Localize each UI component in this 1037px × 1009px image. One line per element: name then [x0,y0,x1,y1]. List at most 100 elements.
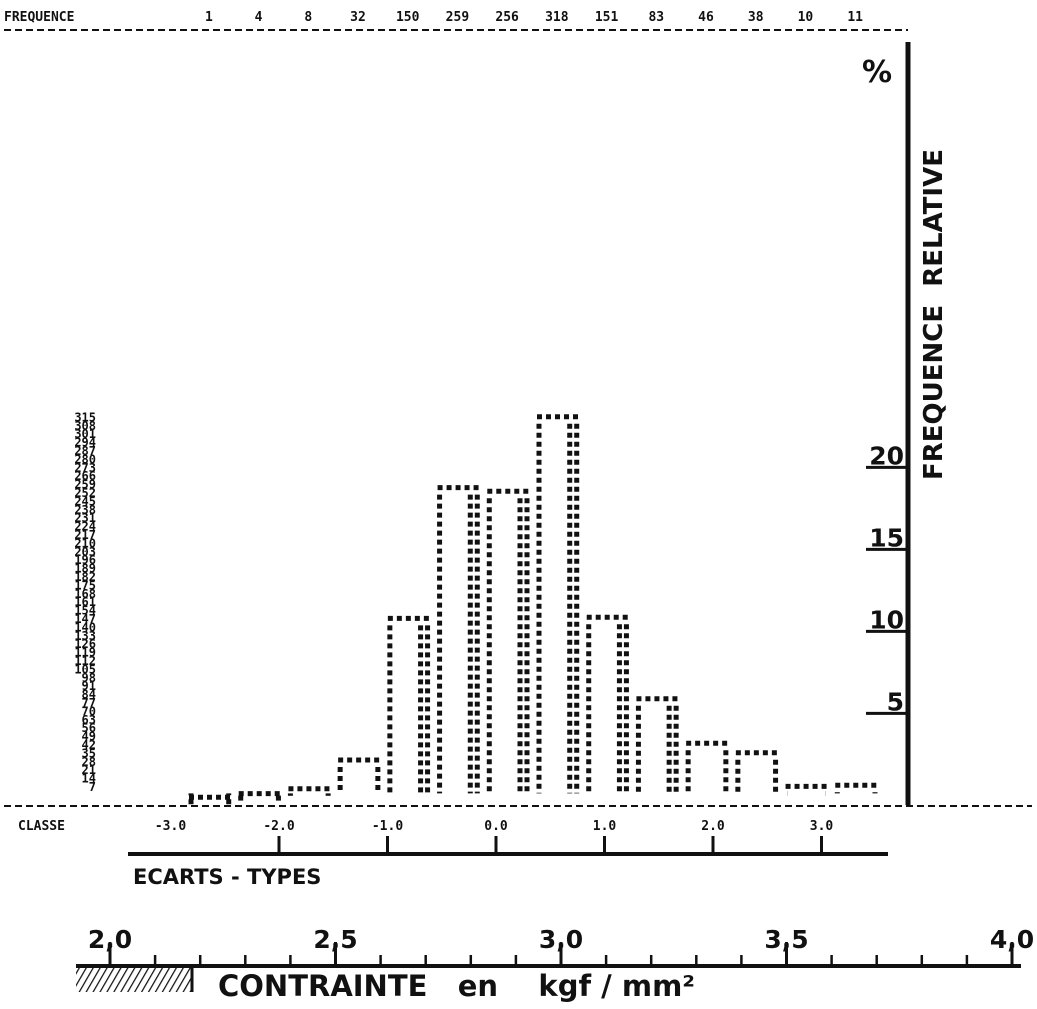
stress-tick-label: 3,0 [539,925,583,954]
bar [586,614,629,794]
histogram-bars [188,414,878,805]
count-tick-label: 315 [74,410,96,424]
count-tick-label: 308 [74,419,96,433]
count-tick-label: 49 [82,730,96,744]
frequency-value: 4 [255,10,263,25]
class-label: CLASSE [18,819,65,834]
frequency-value: 32 [350,10,366,25]
count-tick-label: 70 [82,704,96,718]
stress-tick-labels: 2,0 2,5 3,0 3,5 4,0 [88,925,1034,966]
count-tick-label: 280 [74,452,96,466]
percent-tick-label: 20 [869,441,904,470]
bar [735,750,779,794]
class-tick-label: -1.0 [372,819,403,834]
count-tick-label: 119 [74,646,96,660]
count-tick-label: 273 [74,461,96,475]
bar [785,783,828,789]
class-tick-labels: -3.0 -2.0 -1.0 0.0 1.0 2.0 3.0 [155,819,834,834]
percent-ticks: 20 15 10 5 [866,441,908,716]
count-tick-label: 168 [74,587,96,601]
count-tick-label: 56 [82,721,96,735]
count-tick-label: 133 [74,629,96,643]
ecarts-types-label: ECARTS - TYPES [133,865,321,889]
bar [635,696,679,794]
right-axis-title: FREQUENCE RELATIVE [919,149,949,480]
stress-tick-label: 2,5 [313,925,357,954]
count-tick-label: 147 [74,612,96,626]
count-tick-label: 231 [74,511,96,525]
percent-tick-label: 15 [869,523,904,552]
frequency-value: 83 [648,10,664,25]
count-tick-label: 42 [82,738,96,752]
count-tick-label: 196 [74,553,96,567]
bar [387,615,431,794]
bar [188,793,232,805]
percent-unit: % [862,55,892,90]
count-tick-label: 294 [74,436,96,450]
class-tick-label: 2.0 [701,819,725,834]
count-tick-label: 175 [74,578,96,592]
stress-tick-label: 2,0 [88,925,132,954]
count-tick-label: 91 [82,679,96,693]
count-tick-label: 98 [82,671,96,685]
frequency-value: 8 [304,10,312,25]
count-tick-label: 238 [74,503,96,517]
bar [238,791,281,801]
class-tick-label: 3.0 [810,819,834,834]
count-tick-label: 7 [89,780,96,794]
count-tick-label: 301 [74,427,96,441]
count-tick-label: 28 [82,755,96,769]
class-tick-label: 0.0 [484,819,508,834]
count-tick-label: 252 [74,486,96,500]
count-tick-label: 21 [82,763,96,777]
bar [337,757,381,794]
frequency-value: 256 [495,10,519,25]
hatched-region [76,966,194,992]
count-tick-label: 126 [74,637,96,651]
count-tick-label: 105 [74,662,96,676]
bar [536,414,580,794]
bar [287,786,331,796]
class-tick-label: 1.0 [593,819,617,834]
class-tick-marks [277,836,823,854]
bar [437,485,480,794]
count-tick-label: 63 [82,713,96,727]
frequency-value: 1 [205,10,213,25]
bar [685,740,729,794]
frequency-value: 46 [698,10,714,25]
frequency-value: 318 [545,10,569,25]
frequency-row-label: FREQUENCE [4,10,74,25]
stress-tick-label: 3,5 [764,925,808,954]
bar [486,488,530,794]
count-tick-label: 217 [74,528,96,542]
count-tick-label: 154 [74,604,96,618]
frequency-value: 151 [595,10,619,25]
count-tick-label: 203 [74,545,96,559]
count-tick-label: 189 [74,562,96,576]
stress-tick-label: 4,0 [990,925,1034,954]
class-tick-label: -3.0 [155,819,186,834]
count-tick-label: 35 [82,746,96,760]
count-tick-label: 182 [74,570,96,584]
count-tick-label: 140 [74,620,96,634]
frequency-value: 11 [847,10,863,25]
count-tick-label: 161 [74,595,96,609]
percent-tick-label: 10 [869,605,904,634]
count-tick-labels: 3153083012942872802732662592522452382312… [74,410,96,794]
count-tick-label: 84 [82,688,96,702]
count-tick-label: 224 [74,520,96,534]
percent-tick-label: 5 [887,687,904,716]
count-tick-label: 112 [74,654,96,668]
count-tick-label: 245 [74,494,96,508]
count-tick-label: 77 [82,696,96,710]
stress-axis-title: CONTRAINTE en kgf / mm² [218,969,695,1003]
frequency-values: 1 4 8 32 150 259 256 318 151 83 46 38 10 11 [205,10,863,25]
frequency-value: 150 [396,10,420,25]
count-tick-label: 266 [74,469,96,483]
frequency-value: 10 [798,10,814,25]
count-tick-label: 210 [74,536,96,550]
bar [834,782,878,794]
frequency-value: 259 [446,10,469,25]
class-tick-label: -2.0 [263,819,294,834]
